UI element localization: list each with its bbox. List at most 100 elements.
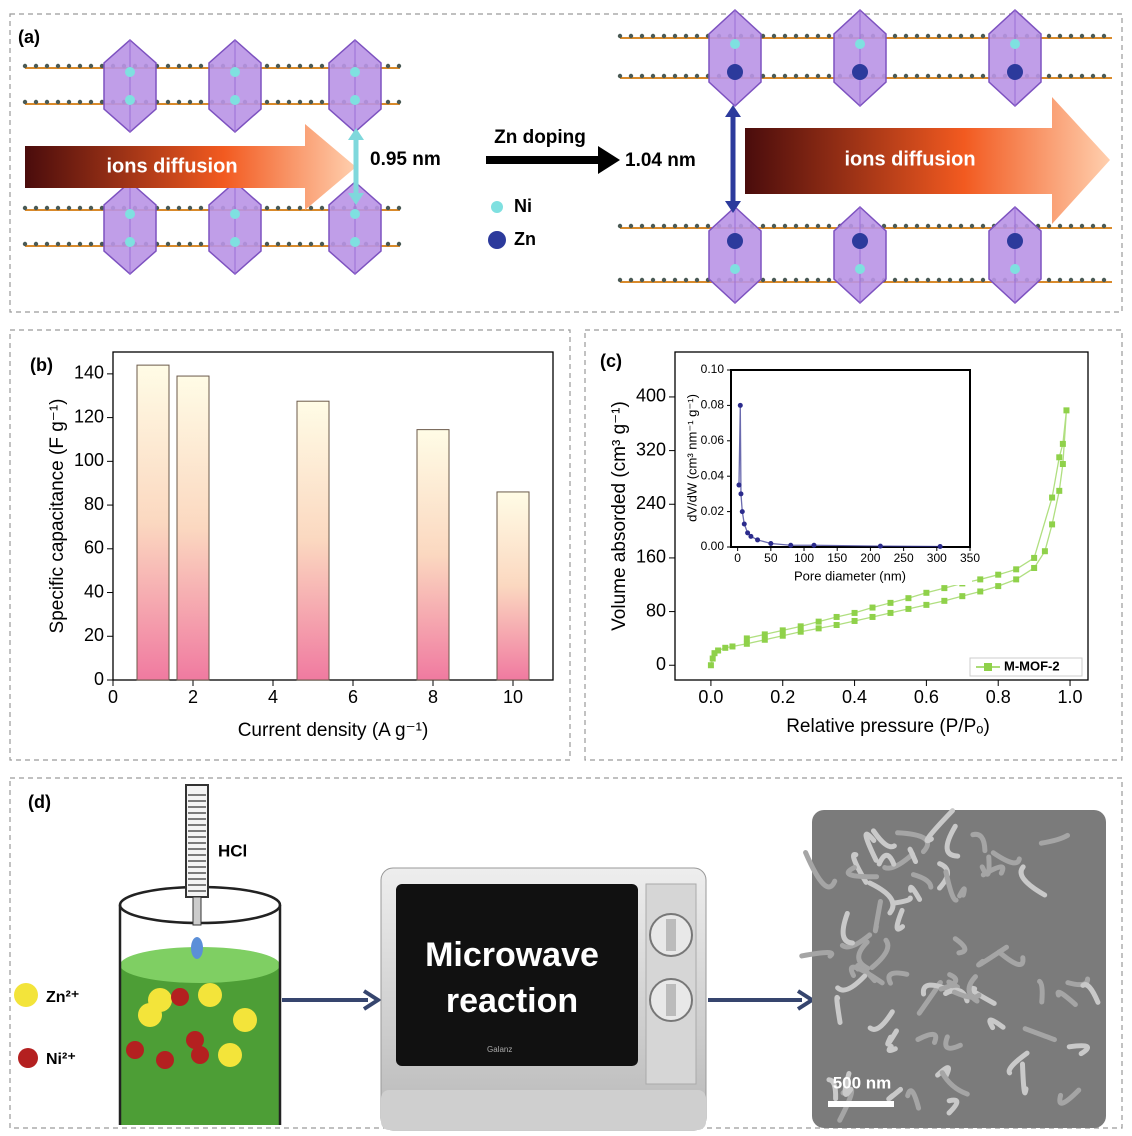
sem-fiber bbox=[867, 880, 896, 916]
linker-atom bbox=[99, 205, 105, 211]
linker-atom bbox=[804, 73, 810, 79]
marker bbox=[1049, 494, 1056, 501]
linker-atom bbox=[275, 63, 281, 69]
metal-atom bbox=[350, 95, 360, 105]
legend-box bbox=[969, 657, 1083, 677]
particle bbox=[198, 983, 222, 1007]
linker-atom bbox=[264, 205, 270, 211]
linker-atom bbox=[1101, 277, 1107, 283]
sem-fiber bbox=[869, 937, 891, 971]
linker-atom bbox=[650, 223, 656, 229]
linker-atom bbox=[914, 277, 920, 283]
x-tick-label: 50 bbox=[764, 551, 778, 565]
linker-atom bbox=[936, 277, 942, 283]
linker-atom bbox=[385, 205, 391, 211]
sem-fiber bbox=[803, 850, 838, 890]
sem-fiber bbox=[966, 974, 980, 1004]
marker bbox=[1056, 487, 1063, 494]
linker-atom bbox=[672, 277, 678, 283]
diffusion-arrow bbox=[745, 97, 1110, 224]
marker bbox=[851, 609, 858, 616]
sem-fiber bbox=[885, 1028, 899, 1047]
linker-atom bbox=[319, 63, 325, 69]
linker-atom bbox=[88, 99, 94, 105]
metal-atom bbox=[855, 39, 865, 49]
marker bbox=[1063, 407, 1070, 414]
marker bbox=[736, 482, 742, 488]
linker-atom bbox=[1090, 33, 1096, 39]
marker bbox=[887, 609, 894, 616]
linker-atom bbox=[297, 63, 303, 69]
linker-atom bbox=[925, 223, 931, 229]
sem-fiber bbox=[990, 850, 1022, 866]
marker bbox=[797, 623, 804, 630]
arrow-head bbox=[598, 146, 620, 174]
x-tick-label: 0.2 bbox=[770, 687, 795, 707]
linker-atom bbox=[661, 223, 667, 229]
y-tick-label: 80 bbox=[84, 494, 104, 514]
marker bbox=[959, 593, 966, 600]
linker-atom bbox=[782, 277, 788, 283]
linker-atom bbox=[187, 99, 193, 105]
scale-bar bbox=[828, 1101, 894, 1107]
legend-marker bbox=[984, 663, 992, 671]
marker bbox=[707, 662, 714, 669]
linker-atom bbox=[760, 73, 766, 79]
x-tick-label: 6 bbox=[348, 687, 358, 707]
x-tick-label: 8 bbox=[428, 687, 438, 707]
linker-atom bbox=[958, 277, 964, 283]
marker bbox=[905, 595, 912, 602]
linker-atom bbox=[44, 99, 50, 105]
sem-fiber bbox=[872, 898, 883, 934]
sem-fiber bbox=[870, 828, 897, 850]
x-tick-label: 1.0 bbox=[1058, 687, 1083, 707]
arrow-head bbox=[362, 989, 382, 1011]
y-tick-label: 240 bbox=[636, 493, 666, 513]
linker-atom bbox=[628, 73, 634, 79]
brand-label: Galanz bbox=[487, 1045, 512, 1054]
y-tick-label: 0.10 bbox=[701, 362, 725, 376]
marker bbox=[779, 632, 786, 639]
sem-fiber bbox=[886, 1043, 898, 1054]
sem-fiber bbox=[920, 982, 956, 997]
knob-grip bbox=[666, 919, 676, 951]
linker-atom bbox=[628, 33, 634, 39]
linker-atom bbox=[33, 63, 39, 69]
linker-atom bbox=[66, 99, 72, 105]
bar bbox=[416, 429, 450, 681]
y-tick-label: 0.08 bbox=[701, 398, 725, 412]
metal-atom bbox=[1010, 39, 1020, 49]
spacing-label: 1.04 nm bbox=[625, 150, 696, 171]
linker-atom bbox=[66, 63, 72, 69]
sem-fiber bbox=[939, 1070, 970, 1097]
linker-atom bbox=[793, 73, 799, 79]
ion-swatch bbox=[18, 1048, 38, 1068]
y-tick-label: 0.00 bbox=[701, 539, 725, 553]
linker-atom bbox=[1101, 223, 1107, 229]
linker-atom bbox=[33, 241, 39, 247]
marker bbox=[941, 585, 948, 592]
sem-fiber bbox=[826, 1077, 839, 1102]
marker bbox=[755, 537, 761, 543]
linker-atom bbox=[826, 33, 832, 39]
linker-atom bbox=[187, 241, 193, 247]
marker bbox=[995, 583, 1002, 590]
linker-atom bbox=[55, 99, 61, 105]
x-tick-label: 0 bbox=[734, 551, 741, 565]
burette-tip bbox=[192, 896, 202, 926]
legend-label: M-MOF-2 bbox=[1004, 658, 1060, 673]
legend-label: Ni bbox=[514, 196, 532, 216]
linker-atom bbox=[892, 223, 898, 229]
linker-atom bbox=[683, 277, 689, 283]
linker-atom bbox=[617, 223, 623, 229]
linker-atom bbox=[66, 241, 72, 247]
metal-atom bbox=[230, 67, 240, 77]
sem-fiber bbox=[908, 884, 923, 902]
linker-atom bbox=[903, 223, 909, 229]
linker-atom bbox=[1057, 277, 1063, 283]
linker-atom bbox=[925, 33, 931, 39]
linker-atom bbox=[683, 73, 689, 79]
legend-label: Zn bbox=[514, 229, 536, 249]
linker-atom bbox=[815, 73, 821, 79]
